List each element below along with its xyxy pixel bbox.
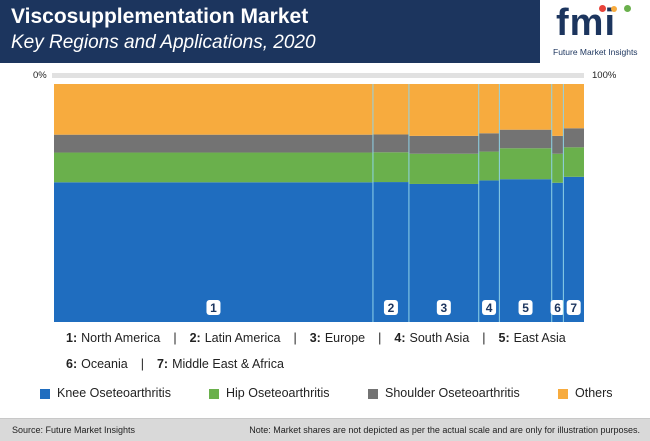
region-badge-label-3: 3 bbox=[440, 301, 447, 315]
region-legend-row-2: 6: Oceania | 7: Middle East & Africa bbox=[66, 357, 284, 371]
region-name: Latin America bbox=[204, 331, 281, 345]
bar-segment-3-1 bbox=[408, 183, 479, 322]
legend-label-3: Shoulder Oseteoarthritis bbox=[385, 386, 520, 400]
legend-swatch-4 bbox=[558, 389, 568, 399]
region-name: East Asia bbox=[513, 331, 566, 345]
legend-separator: | bbox=[293, 331, 297, 345]
bar-segment-6-4 bbox=[551, 84, 564, 136]
bar-segment-4-1 bbox=[478, 180, 500, 322]
bar-segment-1-4 bbox=[54, 84, 373, 135]
chart-title: Viscosupplementation Market bbox=[11, 5, 309, 28]
region-number: 5: bbox=[498, 331, 510, 345]
region-legend-row-1: 1: North America | 2: Latin America | 3: Europe… bbox=[66, 331, 566, 345]
region-number: 7: bbox=[156, 357, 169, 371]
bar-segment-6-1 bbox=[551, 182, 564, 322]
region-number: 3: bbox=[309, 331, 321, 345]
legend-label-4: Others bbox=[575, 386, 613, 400]
bar-segment-6-2 bbox=[551, 153, 564, 183]
region-name: South Asia bbox=[409, 331, 470, 345]
region-name: Middle East & Africa bbox=[172, 357, 284, 371]
legend-label-2: Hip Oseteoarthritis bbox=[226, 386, 330, 400]
legend-separator: | bbox=[173, 331, 177, 345]
region-badge-1 bbox=[206, 300, 221, 315]
region-number: 6: bbox=[66, 357, 78, 371]
region-number: 1: bbox=[66, 331, 78, 345]
legend-swatch-1 bbox=[40, 389, 50, 399]
logo-subtext: Future Market Insights bbox=[553, 47, 638, 57]
logo-dot-2 bbox=[611, 6, 617, 12]
bar-segment-4-3 bbox=[478, 133, 500, 152]
scale-left-label: 0% bbox=[33, 70, 47, 81]
chart-subtitle: Key Regions and Applications, 2020 bbox=[11, 32, 316, 53]
legend-label-1: Knee Oseteoarthritis bbox=[57, 386, 171, 400]
bar-segment-5-4 bbox=[499, 84, 552, 130]
bar-segment-7-3 bbox=[563, 128, 584, 148]
region-badge-5 bbox=[518, 300, 533, 315]
scale-bar bbox=[52, 73, 584, 78]
bar-segment-3-3 bbox=[408, 135, 479, 154]
region-badge-label-5: 5 bbox=[522, 301, 529, 315]
scale-right-label: 100% bbox=[592, 70, 617, 81]
bar-segment-1-1 bbox=[54, 182, 373, 322]
region-badge-4 bbox=[482, 300, 497, 315]
region-badge-2 bbox=[383, 300, 398, 315]
bar-segment-7-4 bbox=[563, 84, 584, 129]
region-badge-label-7: 7 bbox=[570, 301, 577, 315]
logo-dot-3 bbox=[624, 5, 631, 12]
bar-segment-5-1 bbox=[499, 179, 552, 322]
legend-separator: | bbox=[140, 357, 144, 371]
region-badge-7 bbox=[566, 300, 581, 315]
series-legend: Knee Oseteoarthritis Hip Oseteoarthritis S… bbox=[40, 386, 640, 402]
footer-bar: Source: Future Market Insights Note: Mar… bbox=[0, 418, 650, 441]
region-number: 2: bbox=[189, 331, 201, 345]
logo-panel bbox=[540, 0, 650, 63]
bar-segment-1-2 bbox=[54, 152, 373, 183]
bar-segment-2-4 bbox=[372, 84, 409, 135]
bar-segment-5-2 bbox=[499, 148, 552, 180]
bar-segment-3-2 bbox=[408, 153, 479, 184]
bar-segment-1-3 bbox=[54, 134, 373, 153]
bar-segment-7-2 bbox=[563, 147, 584, 177]
footer-note: Note: Market shares are not depicted as … bbox=[249, 425, 640, 435]
legend-swatch-3 bbox=[368, 389, 378, 399]
bar-segment-2-2 bbox=[372, 152, 409, 183]
bar-segment-4-2 bbox=[478, 151, 500, 181]
region-name: Europe bbox=[324, 331, 366, 345]
region-badge-6 bbox=[550, 300, 565, 315]
bar-segment-2-3 bbox=[372, 134, 409, 153]
legend-swatch-2 bbox=[209, 389, 219, 399]
bar-segment-7-1 bbox=[563, 176, 584, 322]
bar-segment-4-4 bbox=[478, 84, 500, 134]
legend-separator: | bbox=[482, 331, 486, 345]
bar-segment-3-4 bbox=[408, 84, 479, 136]
region-badge-label-2: 2 bbox=[388, 301, 395, 315]
logo-dot-1 bbox=[599, 5, 606, 12]
region-badge-3 bbox=[436, 300, 451, 315]
region-name: Oceania bbox=[81, 357, 128, 371]
region-badge-label-6: 6 bbox=[554, 301, 561, 315]
bar-segment-6-3 bbox=[551, 135, 564, 154]
footer-source: Source: Future Market Insights bbox=[12, 425, 136, 435]
bar-segment-5-3 bbox=[499, 129, 552, 149]
region-number: 4: bbox=[394, 331, 406, 345]
region-badge-label-1: 1 bbox=[210, 301, 217, 315]
region-name: North America bbox=[81, 331, 161, 345]
bar-segment-2-1 bbox=[372, 182, 409, 322]
region-badge-label-4: 4 bbox=[486, 301, 493, 315]
legend-separator: | bbox=[378, 331, 382, 345]
